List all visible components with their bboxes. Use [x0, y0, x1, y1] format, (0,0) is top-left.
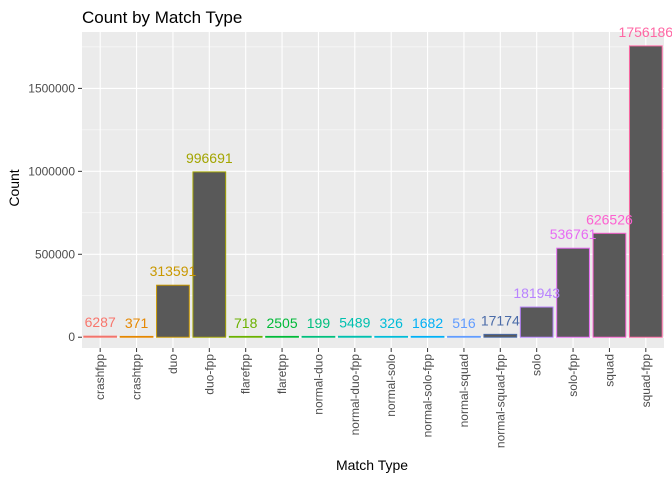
data-label-solo: 181943 [513, 285, 560, 301]
x-tick-label-duo: duo [166, 354, 180, 374]
x-tick-label-crashtpp: crashtpp [130, 354, 144, 400]
x-tick-label-flarefpp: flarefpp [239, 354, 253, 394]
data-label-flaretpp: 2505 [266, 315, 297, 331]
x-tick-label-flaretpp: flaretpp [275, 354, 289, 394]
y-axis: 0 500000 1000000 1500000 [28, 81, 82, 344]
data-label-crashfpp: 6287 [85, 314, 116, 330]
x-tick-label-normal-squad: normal-squad [457, 354, 471, 427]
bar-normal-duo-fpp [337, 335, 372, 338]
data-labels: 6287 371 313591 996691 718 2505 199 5489 326 1682… [85, 24, 672, 331]
data-label-solo-fpp: 536761 [550, 226, 597, 242]
bar-flarefpp [228, 335, 263, 338]
bar-normal-solo-fpp [410, 335, 445, 338]
bar-duo-fpp [192, 171, 227, 338]
data-label-normal-solo-fpp: 1682 [412, 315, 443, 331]
x-tick-label-normal-duo: normal-duo [311, 354, 325, 415]
data-label-squad-fpp: 1756186 [619, 24, 672, 40]
x-tick-label-solo: solo [530, 354, 544, 376]
y-axis-title: Count [6, 169, 22, 206]
y-tick-label: 1000000 [28, 164, 75, 178]
x-tick-label-squad: squad [602, 354, 616, 387]
x-axis: crashfpp crashtpp duo duo-fpp flarefpp flaret… [93, 348, 653, 448]
bar-squad-fpp [628, 45, 663, 338]
bar-normal-duo [301, 335, 336, 338]
data-label-normal-squad-fpp: 17174 [481, 312, 520, 328]
x-tick-label-normal-squad-fpp: normal-squad-fpp [493, 354, 507, 448]
x-axis-title: Match Type [336, 457, 408, 473]
bar-solo-fpp [556, 247, 590, 338]
x-tick-label-squad-fpp: squad-fpp [639, 354, 653, 408]
bar-squad [592, 232, 627, 338]
bar-normal-squad-fpp [483, 333, 518, 338]
bar-normal-solo [374, 335, 409, 338]
data-label-flarefpp: 718 [234, 315, 258, 331]
bars [83, 45, 663, 338]
data-label-squad: 626526 [586, 211, 633, 227]
bar-crashfpp [83, 335, 118, 338]
data-label-normal-solo: 326 [380, 315, 404, 331]
data-label-duo-fpp: 996691 [186, 150, 233, 166]
data-label-normal-squad: 516 [452, 315, 476, 331]
bar-solo [519, 306, 554, 338]
data-label-normal-duo-fpp: 5489 [339, 314, 370, 330]
chart-title: Count by Match Type [82, 8, 242, 27]
x-tick-label-crashfpp: crashfpp [93, 354, 107, 400]
y-tick-label: 1500000 [28, 81, 75, 95]
x-tick-label-normal-solo: normal-solo [384, 354, 398, 417]
x-tick-label-normal-duo-fpp: normal-duo-fpp [348, 354, 362, 436]
x-tick-label-normal-solo-fpp: normal-solo-fpp [421, 354, 435, 438]
x-tick-label-duo-fpp: duo-fpp [202, 354, 216, 395]
data-label-normal-duo: 199 [307, 315, 331, 331]
data-label-crashtpp: 371 [125, 315, 149, 331]
y-tick-label: 500000 [35, 247, 75, 261]
bar-flaretpp [265, 335, 299, 338]
x-tick-label-solo-fpp: solo-fpp [566, 354, 580, 397]
bar-crashtpp [119, 335, 154, 338]
data-label-duo: 313591 [150, 263, 197, 279]
bar-normal-squad [447, 335, 481, 338]
bar-duo [156, 284, 190, 338]
y-tick-label: 0 [68, 330, 75, 344]
